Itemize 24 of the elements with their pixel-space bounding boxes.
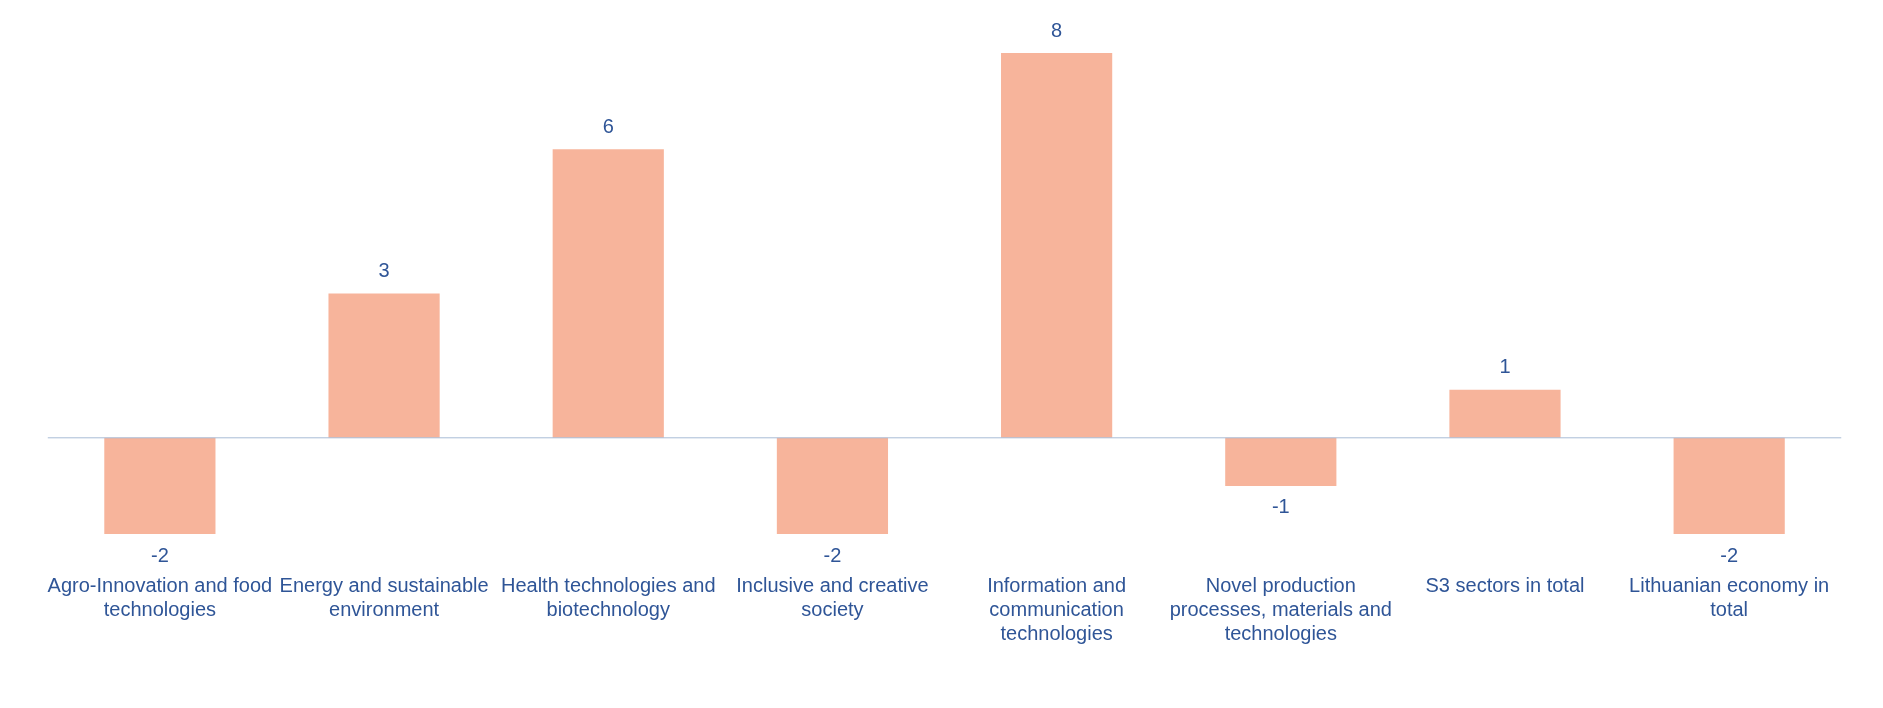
data-label: -2 xyxy=(823,543,842,566)
data-label: 3 xyxy=(378,259,390,282)
data-label: -2 xyxy=(150,543,169,566)
x-tick-label: Novel production processes, materials and technologies xyxy=(1169,573,1392,644)
data-label: -1 xyxy=(1271,495,1290,518)
bar xyxy=(1001,53,1113,438)
x-tick-label: S3 sectors in total xyxy=(1425,573,1585,596)
bar xyxy=(1673,437,1785,534)
x-tick-label: Lithuanian economy in total xyxy=(1629,573,1830,620)
bar xyxy=(328,293,440,438)
bar xyxy=(776,437,889,534)
bar xyxy=(1225,437,1337,486)
x-tick-label: Information and communication technologies xyxy=(987,573,1127,644)
data-label: 6 xyxy=(602,114,614,137)
x-tick-label: Agro-Innovation and food technologies xyxy=(47,573,273,620)
bar xyxy=(1449,389,1561,438)
data-label: -2 xyxy=(1720,543,1739,566)
x-tick-label: Inclusive and creative society xyxy=(736,573,929,620)
bar xyxy=(104,437,216,534)
bar xyxy=(552,149,664,438)
x-tick-label: Energy and sustainable environment xyxy=(279,573,489,620)
data-label: 8 xyxy=(1051,18,1063,41)
data-label: 1 xyxy=(1499,355,1511,378)
x-tick-label: Health technologies and biotechnology xyxy=(500,573,716,620)
